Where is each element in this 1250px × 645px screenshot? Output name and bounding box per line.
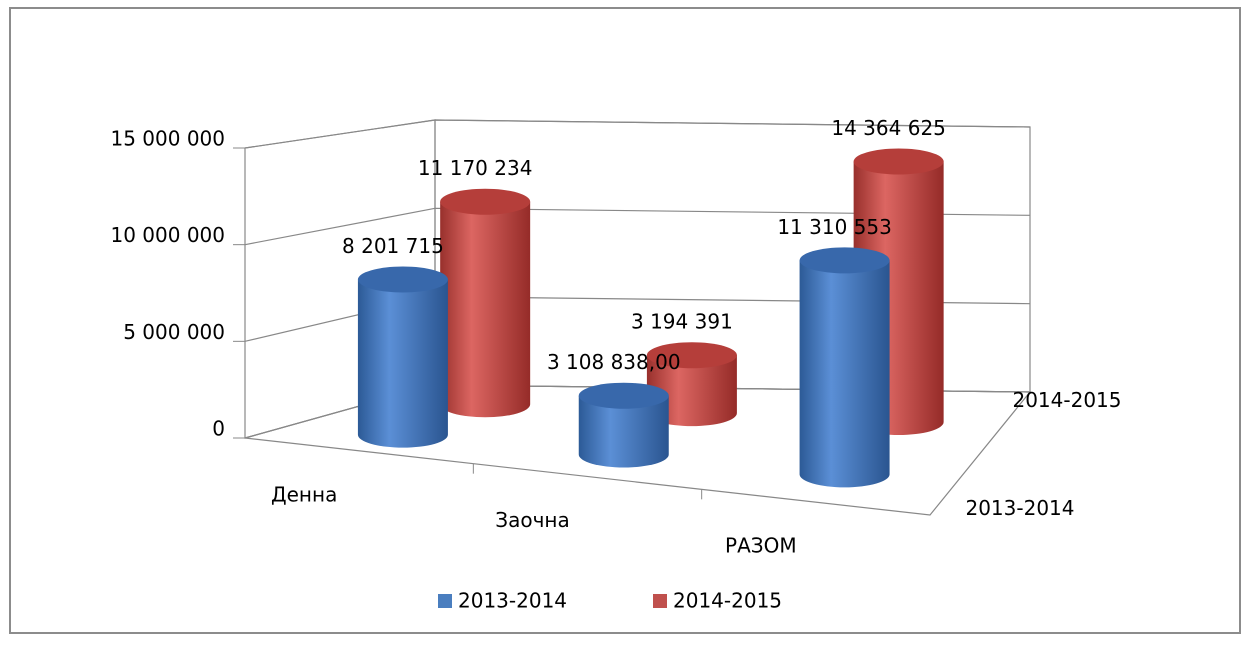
y-tick-label: 10 000 000 [110, 223, 225, 247]
grid-line [244, 119, 1031, 149]
chart-frame [9, 7, 1241, 634]
cylinder-top [357, 266, 448, 293]
depth-label: 2014-2015 [1012, 388, 1121, 412]
legend-swatch [438, 594, 452, 608]
cylinder-body [646, 355, 737, 427]
cylinder-top [853, 148, 944, 175]
cylinder-top [440, 188, 531, 215]
cylinder-body [440, 201, 531, 418]
cylinder-top [646, 342, 737, 369]
legend-label: 2014-2015 [673, 589, 782, 613]
y-tick-label: 0 [212, 417, 225, 441]
cylinder-body [357, 279, 448, 448]
x-tick-label: Денна [271, 482, 337, 506]
value-label: 11 310 553 [777, 215, 892, 239]
cylinder-top [578, 382, 669, 409]
value-label: 11 170 234 [418, 156, 533, 180]
x-tick-label: РАЗОМ [725, 534, 797, 558]
x-tick-label: Заочна [495, 508, 569, 532]
depth-label: 2013-2014 [965, 496, 1074, 520]
cylinder-top [799, 247, 890, 274]
legend-label: 2013-2014 [458, 589, 567, 613]
y-tick-label: 15 000 000 [110, 127, 225, 151]
value-label: 3 194 391 [631, 310, 733, 334]
value-label: 3 108 838,00 [547, 350, 681, 374]
value-label: 8 201 715 [342, 234, 444, 258]
grid-line [244, 207, 1031, 246]
legend-swatch [653, 594, 667, 608]
cylinder-body [578, 395, 669, 468]
y-tick-label: 5 000 000 [123, 320, 225, 344]
cylinder-body [799, 260, 890, 488]
value-label: 14 364 625 [831, 116, 946, 140]
